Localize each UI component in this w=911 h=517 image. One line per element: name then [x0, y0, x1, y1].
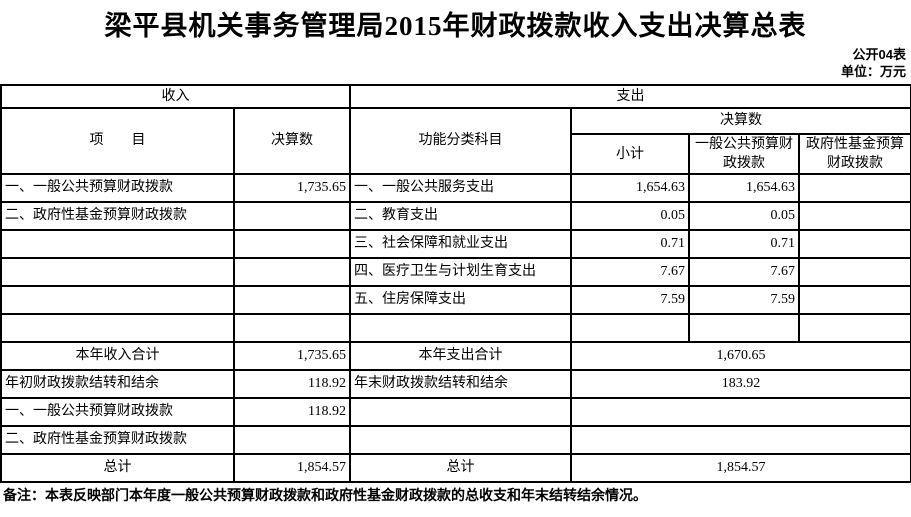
income-grand-total-label-cell: 总计 — [0, 453, 235, 483]
income-value-cell — [233, 257, 351, 287]
expense-item-cell: 五、住房保障支出 — [349, 285, 572, 315]
expense-subtotal-cell: 0.05 — [570, 201, 690, 231]
income-item-cell — [0, 229, 235, 259]
income-amount-column-header: 决算数 — [233, 107, 351, 175]
expense-item-cell: 一、一般公共服务支出 — [349, 173, 572, 203]
income-value-cell — [233, 313, 351, 343]
expense-total-value-cell: 1,670.65 — [570, 341, 911, 371]
functional-subject-column-header: 功能分类科目 — [349, 107, 572, 175]
unit-label: 单位：万元 — [840, 64, 906, 79]
income-item-cell: 二、政府性基金预算财政拨款 — [0, 201, 235, 231]
expense-general-cell: 7.59 — [688, 285, 800, 315]
page-title: 梁平县机关事务管理局2015年财政拨款收入支出决算总表 — [104, 11, 807, 41]
footnote: 备注：本表反映部门本年度一般公共预算财政拨款和政府性基金财政拨款的总收支和年末结… — [3, 489, 647, 504]
table-row: 五、住房保障支出 7.59 7.59 — [0, 285, 911, 315]
income-item-cell — [0, 257, 235, 287]
income-value-cell — [233, 201, 351, 231]
income-item-cell — [0, 285, 235, 315]
expense-subtotal-cell: 7.59 — [570, 285, 690, 315]
subtotal-column-header: 小计 — [570, 133, 690, 175]
expense-govfund-cell — [798, 173, 911, 203]
income-item-cell: 一、一般公共预算财政拨款 — [0, 397, 235, 427]
expense-govfund-cell — [798, 285, 911, 315]
expense-govfund-cell — [798, 229, 911, 259]
expense-subtotal-cell: 7.67 — [570, 257, 690, 287]
expense-subtotal-cell — [570, 313, 690, 343]
income-value-cell — [233, 285, 351, 315]
income-item-cell: 一、一般公共预算财政拨款 — [0, 173, 235, 203]
expense-item-cell — [349, 397, 572, 427]
expense-carryover-value-cell: 183.92 — [570, 369, 911, 399]
expenditure-amount-group-header: 决算数 — [570, 107, 911, 135]
expense-item-cell: 三、社会保障和就业支出 — [349, 229, 572, 259]
expense-grand-total-value-cell: 1,854.57 — [570, 453, 911, 483]
income-item-cell — [0, 313, 235, 343]
expense-value-cell — [570, 425, 911, 455]
gov-fund-column-header: 政府性基金预算财政拨款 — [798, 133, 911, 175]
income-value-cell — [233, 425, 351, 455]
expense-govfund-cell — [798, 313, 911, 343]
expense-item-cell: 四、医疗卫生与计划生育支出 — [349, 257, 572, 287]
table-row: 一、一般公共预算财政拨款 1,735.65 一、一般公共服务支出 1,654.6… — [0, 173, 911, 203]
annual-total-row: 本年收入合计 1,735.65 本年支出合计 1,670.65 — [0, 341, 911, 371]
income-item-cell: 二、政府性基金预算财政拨款 — [0, 425, 235, 455]
income-value-cell: 1,735.65 — [233, 173, 351, 203]
expense-total-label-cell: 本年支出合计 — [349, 341, 572, 371]
carryover-detail-row: 二、政府性基金预算财政拨款 — [0, 425, 911, 455]
income-value-cell: 118.92 — [233, 397, 351, 427]
expense-govfund-cell — [798, 201, 911, 231]
income-section-header: 收入 — [0, 84, 351, 109]
fiscal-table: 收入 支出 项 目 决算数 功能分类科目 决算数 小计 一般公共预算财政拨款 政… — [0, 84, 911, 483]
table-row: 三、社会保障和就业支出 0.71 0.71 — [0, 229, 911, 259]
expense-subtotal-cell: 0.71 — [570, 229, 690, 259]
item-column-header: 项 目 — [0, 107, 235, 175]
table-row: 四、医疗卫生与计划生育支出 7.67 7.67 — [0, 257, 911, 287]
grand-total-row: 总计 1,854.57 总计 1,854.57 — [0, 453, 911, 483]
header-section-row: 收入 支出 — [0, 84, 911, 109]
expense-value-cell — [570, 397, 911, 427]
table-row — [0, 313, 911, 343]
general-budget-column-header: 一般公共预算财政拨款 — [688, 133, 800, 175]
expense-govfund-cell — [798, 257, 911, 287]
income-value-cell — [233, 229, 351, 259]
expense-general-cell — [688, 313, 800, 343]
table-code-label: 公开04表 — [852, 47, 906, 62]
income-total-value-cell: 1,735.65 — [233, 341, 351, 371]
table-meta: 公开04表 单位：万元 — [0, 46, 911, 80]
expense-general-cell: 7.67 — [688, 257, 800, 287]
income-grand-total-value-cell: 1,854.57 — [233, 453, 351, 483]
income-total-label-cell: 本年收入合计 — [0, 341, 235, 371]
expenditure-section-header: 支出 — [349, 84, 911, 109]
expense-subtotal-cell: 1,654.63 — [570, 173, 690, 203]
income-carryover-value-cell: 118.92 — [233, 369, 351, 399]
expense-general-cell: 0.71 — [688, 229, 800, 259]
carryover-row: 年初财政拨款结转和结余 118.92 年末财政拨款结转和结余 183.92 — [0, 369, 911, 399]
expense-carryover-label-cell: 年末财政拨款结转和结余 — [349, 369, 572, 399]
header-sub-row: 小计 一般公共预算财政拨款 政府性基金预算财政拨款 — [1, 133, 911, 175]
expense-general-cell: 0.05 — [688, 201, 800, 231]
expense-item-cell: 二、教育支出 — [349, 201, 572, 231]
expense-general-cell: 1,654.63 — [688, 173, 800, 203]
expense-grand-total-label-cell: 总计 — [349, 453, 572, 483]
table-row: 二、政府性基金预算财政拨款 二、教育支出 0.05 0.05 — [0, 201, 911, 231]
carryover-detail-row: 一、一般公共预算财政拨款 118.92 — [0, 397, 911, 427]
header-mid-row: 项 目 决算数 功能分类科目 决算数 — [0, 107, 911, 175]
income-carryover-label-cell: 年初财政拨款结转和结余 — [0, 369, 235, 399]
expense-item-cell — [349, 425, 572, 455]
expense-item-cell — [349, 313, 572, 343]
